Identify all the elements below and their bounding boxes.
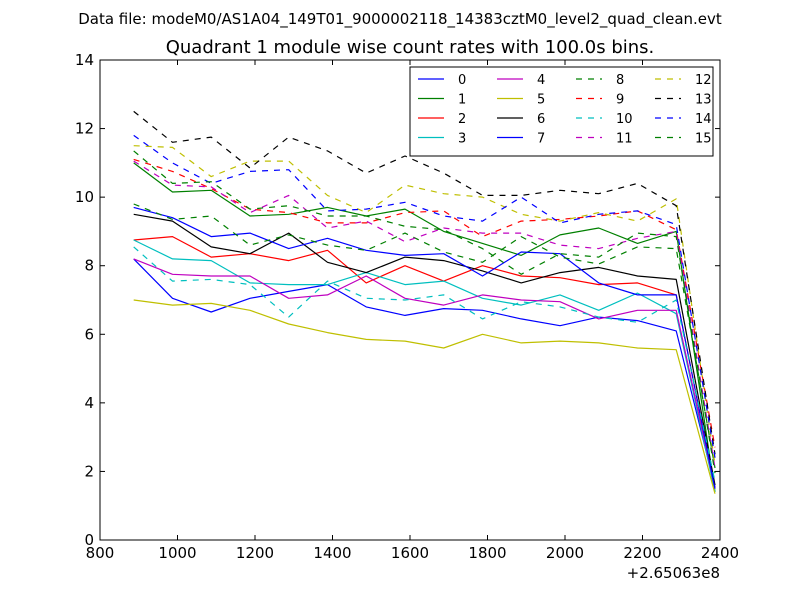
y-tick-label: 8 (84, 257, 94, 275)
series-line-6 (133, 213, 716, 486)
plot-lines (133, 110, 716, 494)
series-line-14 (133, 134, 716, 458)
chart-title: Quadrant 1 module wise count rates with … (166, 37, 655, 58)
legend-label-9: 9 (616, 93, 624, 108)
y-tick-label: 6 (84, 325, 94, 343)
legend-label-4: 4 (537, 73, 545, 88)
series-line-0 (133, 258, 716, 488)
legend-label-15: 15 (695, 132, 712, 147)
x-tick-label: 1200 (236, 544, 274, 562)
legend-label-12: 12 (695, 73, 712, 88)
x-tick-label: 1400 (313, 544, 351, 562)
series-line-5 (133, 299, 716, 494)
legend-label-8: 8 (616, 73, 624, 88)
y-tick-label: 10 (75, 188, 94, 206)
legend-label-10: 10 (616, 112, 633, 127)
x-tick-label: 1600 (391, 544, 429, 562)
legend-label-2: 2 (458, 112, 466, 127)
x-tick-label: 1000 (158, 544, 196, 562)
series-line-7 (133, 206, 716, 489)
legend-label-6: 6 (537, 112, 545, 127)
y-tick-label: 4 (84, 394, 94, 412)
series-line-2 (133, 236, 716, 489)
x-axis-offset-label: +2.65063e8 (627, 564, 720, 582)
x-tick-label: 2000 (546, 544, 584, 562)
series-line-13 (133, 110, 716, 455)
series-line-1 (133, 162, 716, 493)
legend-label-0: 0 (458, 73, 466, 88)
series-line-15 (133, 150, 716, 474)
legend-label-13: 13 (695, 93, 712, 108)
x-tick-label: 800 (86, 544, 115, 562)
series-line-12 (133, 145, 716, 465)
legend-label-1: 1 (458, 93, 466, 108)
legend-label-11: 11 (616, 132, 633, 147)
series-line-9 (133, 158, 716, 448)
y-tick-label: 2 (84, 462, 94, 480)
legend-label-7: 7 (537, 132, 545, 147)
series-line-8 (133, 203, 716, 469)
figure-suptitle: Data file: modeM0/AS1A04_149T01_90000021… (78, 10, 722, 29)
legend-label-14: 14 (695, 112, 712, 127)
series-line-3 (133, 239, 716, 493)
x-tick-label: 1800 (468, 544, 506, 562)
legend-box (409, 66, 714, 157)
legend-label-5: 5 (537, 93, 545, 108)
series-line-11 (133, 160, 716, 469)
y-tick-label: 14 (75, 51, 94, 69)
y-tick-label: 12 (75, 120, 94, 138)
series-line-4 (133, 258, 716, 489)
y-tick-label: 0 (84, 531, 94, 549)
x-tick-label: 2200 (623, 544, 661, 562)
legend-label-3: 3 (458, 132, 466, 147)
series-line-10 (133, 246, 716, 482)
x-axis: 800 1000 1200 1400 1600 1800 2000 2200 2400 (86, 60, 739, 562)
x-tick-label: 2400 (701, 544, 739, 562)
